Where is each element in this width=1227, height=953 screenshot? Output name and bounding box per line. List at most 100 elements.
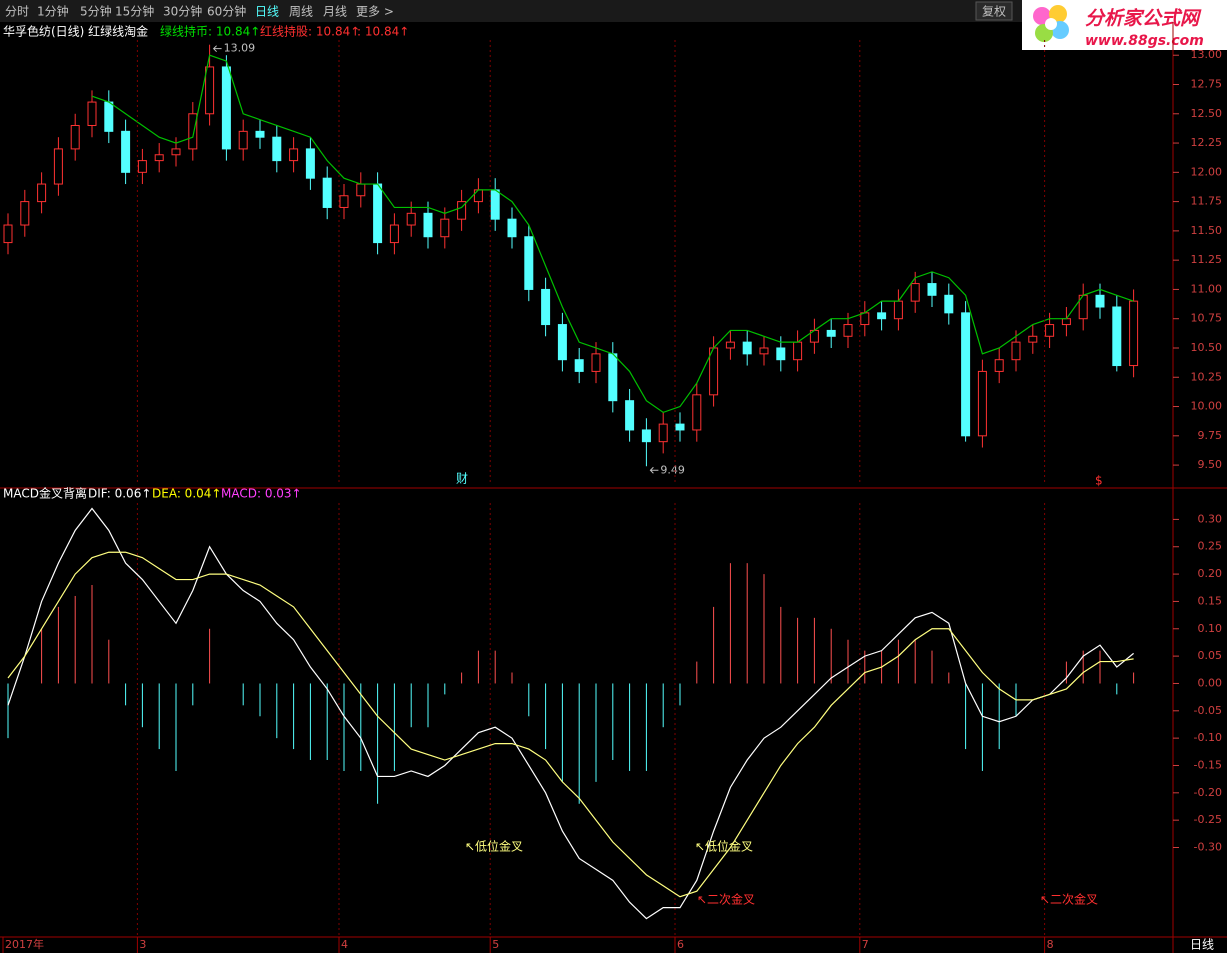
y-tick-label: -0.05 — [1194, 704, 1222, 717]
arrow — [649, 466, 659, 474]
candle-body — [238, 130, 248, 150]
y-tick-label: 0.00 — [1198, 676, 1223, 689]
candle-body — [121, 130, 131, 173]
menu-item[interactable]: 30分钟 — [163, 4, 202, 19]
y-tick-label: 11.75 — [1191, 195, 1223, 208]
candle-body — [322, 177, 332, 208]
x-tick-label: 3 — [139, 938, 146, 951]
high-label: 13.09 — [224, 42, 256, 55]
x-tick-label: 8 — [1047, 938, 1054, 951]
candle-body — [406, 212, 416, 226]
y-tick-label: 0.30 — [1198, 512, 1223, 525]
chart-title: 华孚色纺(日线) 红绿线淘金 — [3, 24, 148, 39]
y-tick-label: 12.75 — [1191, 78, 1223, 91]
x-tick-label: 4 — [341, 938, 348, 951]
y-tick-label: -0.10 — [1194, 731, 1222, 744]
candle-body — [423, 212, 433, 238]
candle-body — [457, 201, 467, 220]
candle-body — [3, 224, 13, 244]
fq-label[interactable]: 复权 — [982, 5, 1006, 19]
candle-body — [473, 189, 483, 203]
candle-body — [20, 201, 30, 226]
y-tick-label: 0.05 — [1198, 649, 1223, 662]
y-tick-label: 11.00 — [1191, 282, 1223, 295]
candle-body — [641, 429, 651, 443]
menu-item[interactable]: 5分钟 — [80, 4, 112, 19]
y-tick-label: -0.30 — [1194, 841, 1222, 854]
candle-body — [305, 148, 315, 179]
candle-body — [339, 195, 349, 208]
indicator-line — [7, 507, 1134, 920]
candle-body — [759, 347, 769, 355]
candle-body — [389, 224, 399, 244]
y-tick-label: 0.15 — [1198, 594, 1223, 607]
arrow — [212, 45, 222, 53]
annotation: ↖低位金叉 — [695, 839, 753, 854]
candle-body — [289, 148, 299, 162]
candle-body — [776, 347, 786, 361]
candle-body — [793, 341, 803, 361]
candle-body — [255, 130, 265, 138]
candle-body — [658, 423, 668, 443]
marker: 财 — [456, 472, 468, 486]
y-tick-label: -0.25 — [1194, 813, 1222, 826]
y-tick-label: 9.50 — [1198, 458, 1223, 471]
candle-body — [843, 324, 853, 337]
menu-item[interactable]: 15分钟 — [115, 4, 154, 19]
y-tick-label: 12.00 — [1191, 165, 1223, 178]
low-label: 9.49 — [660, 463, 685, 476]
menu-item[interactable]: 日线 — [255, 5, 279, 19]
fq-button[interactable] — [975, 1, 1013, 21]
menu-item[interactable]: 周线 — [289, 5, 313, 19]
candle-body — [608, 353, 618, 402]
y-tick-label: 9.75 — [1198, 429, 1223, 442]
menu-item[interactable]: 更多 > — [356, 5, 394, 19]
x-tick-label: 6 — [677, 938, 684, 951]
menu-item[interactable]: 分时 — [5, 5, 29, 19]
candle-body — [574, 359, 584, 372]
candle-body — [557, 324, 567, 361]
macd-title: MACD金叉背离 — [3, 486, 87, 501]
candle-body — [104, 101, 114, 132]
y-tick-label: 0.25 — [1198, 540, 1223, 553]
candle-body — [1129, 300, 1139, 367]
candle-body — [675, 423, 685, 431]
candle-body — [37, 183, 47, 203]
candle-body — [205, 66, 215, 115]
y-tick-label: 0.20 — [1198, 567, 1223, 580]
x-tick-label: 2017年 — [5, 937, 44, 951]
candle-body — [541, 288, 551, 326]
x-tick-label: 5 — [492, 938, 499, 951]
y-tick-label: 10.25 — [1191, 370, 1223, 383]
candle-body — [860, 312, 870, 326]
candle-body — [1028, 335, 1038, 343]
candle-body — [373, 183, 383, 244]
candle-body — [356, 183, 366, 197]
candle-body — [1061, 318, 1071, 326]
flower-center — [1045, 18, 1057, 30]
candle-body — [1011, 341, 1021, 361]
annotation: ↖二次金叉 — [697, 892, 755, 907]
y-tick-label: 10.75 — [1191, 312, 1223, 325]
indicator-label: 绿线持币: 10.84↑ — [160, 24, 260, 39]
menu-item[interactable]: 1分钟 — [37, 4, 69, 19]
y-tick-label: 12.50 — [1191, 107, 1223, 120]
indicator-line — [7, 551, 1134, 898]
logo: 分析家公式网 www.88gs.com — [1022, 0, 1227, 50]
candle-body — [507, 218, 517, 238]
marker: $ — [1095, 474, 1103, 488]
petal — [1049, 5, 1067, 23]
menu-item[interactable]: 60分钟 — [207, 4, 246, 19]
candle-body — [591, 353, 601, 372]
candle-body — [70, 124, 80, 150]
indicator-label: MACD: 0.03↑ — [221, 487, 302, 501]
candle-body — [910, 283, 920, 302]
candle-body — [440, 218, 450, 238]
candle-body — [725, 341, 735, 349]
candle-body — [1112, 306, 1122, 367]
candle-body — [742, 341, 752, 355]
candle-body — [893, 300, 903, 320]
candle-body — [977, 370, 987, 437]
menu-item[interactable]: 月线 — [323, 5, 347, 19]
